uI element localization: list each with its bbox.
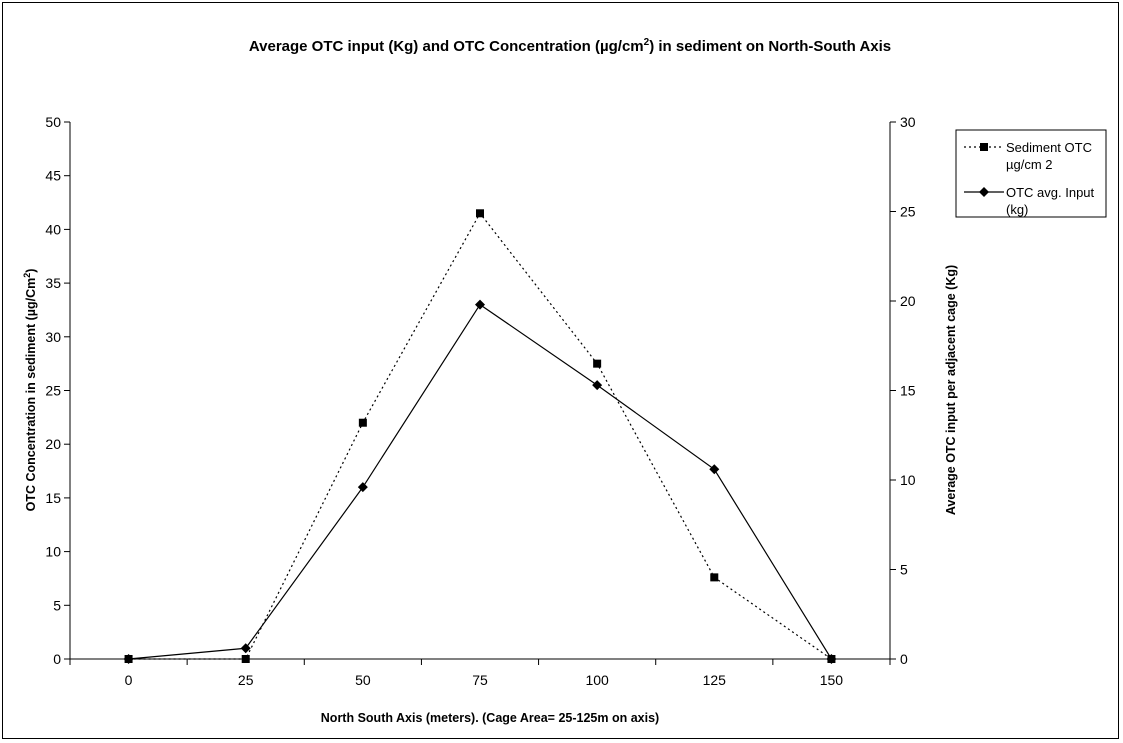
plot-frame (69, 122, 891, 660)
x-tick-label: 25 (238, 672, 254, 688)
x-tick-label: 100 (585, 672, 609, 688)
y2-tick-label: 15 (900, 383, 916, 399)
y-axis-right: 0 5 10 15 20 25 30 (890, 114, 916, 667)
y-tick-label: 35 (45, 275, 61, 291)
legend-label-2: (kg) (1006, 202, 1028, 217)
x-tick-label: 75 (472, 672, 488, 688)
data-point-diamond (709, 464, 720, 475)
legend-marker-diamond (979, 187, 989, 197)
legend: Sediment OTC µg/cm 2 OTC avg. Input (kg) (955, 129, 1107, 218)
y2-tick-label: 0 (900, 651, 908, 667)
data-point-square (710, 573, 719, 582)
x-axis: 0 25 50 75 100 125 150 (69, 659, 891, 688)
x-tick-label: 0 (125, 672, 133, 688)
y-tick-label: 30 (45, 329, 61, 345)
series-1-line (128, 212, 832, 660)
data-point-square (241, 655, 250, 663)
y-axis-left: 0 5 10 15 20 25 30 35 40 45 50 (45, 114, 70, 667)
y2-tick-label: 20 (900, 293, 916, 309)
data-point-square (593, 359, 602, 368)
series-layer (123, 209, 837, 664)
data-point-square (476, 209, 484, 218)
legend-label-1: µg/cm 2 (1006, 157, 1053, 172)
data-point-diamond (357, 482, 368, 493)
y-tick-label: 5 (53, 597, 61, 613)
x-axis-title: North South Axis (meters). (Cage Area= 2… (321, 711, 659, 725)
legend-label-2: OTC avg. Input (1006, 185, 1095, 200)
data-point-diamond (240, 643, 251, 654)
data-point-diamond (826, 654, 837, 664)
data-point-diamond (475, 299, 485, 310)
y-tick-label: 10 (45, 544, 61, 560)
legend-marker-square (980, 143, 988, 151)
y-tick-label: 0 (53, 651, 61, 667)
y-tick-label: 50 (45, 114, 61, 130)
y-tick-label: 25 (45, 383, 61, 399)
x-tick-label: 125 (703, 672, 727, 688)
y-axis-title: OTC Concentration in sediment (µg/Cm2) (22, 269, 38, 512)
series-2-line (128, 303, 832, 660)
y2-tick-label: 25 (900, 204, 916, 220)
y2-tick-label: 5 (900, 562, 908, 578)
x-tick-label: 50 (355, 672, 371, 688)
series-2 (123, 299, 837, 664)
y-tick-label: 45 (45, 168, 61, 184)
y-tick-label: 15 (45, 490, 61, 506)
series-1 (124, 209, 836, 663)
y-tick-label: 40 (45, 221, 61, 237)
y2-axis-title: Average OTC input per adjacent cage (Kg) (944, 265, 958, 515)
legend-label-1: Sediment OTC (1006, 140, 1092, 155)
y2-tick-label: 10 (900, 472, 916, 488)
y2-tick-label: 30 (900, 114, 916, 130)
y-tick-label: 20 (45, 436, 61, 452)
data-point-square (358, 418, 367, 427)
data-point-diamond (123, 654, 134, 664)
chart-title: Average OTC input (Kg) and OTC Concentra… (249, 37, 891, 55)
x-tick-label: 150 (820, 672, 844, 688)
data-point-diamond (592, 380, 603, 391)
